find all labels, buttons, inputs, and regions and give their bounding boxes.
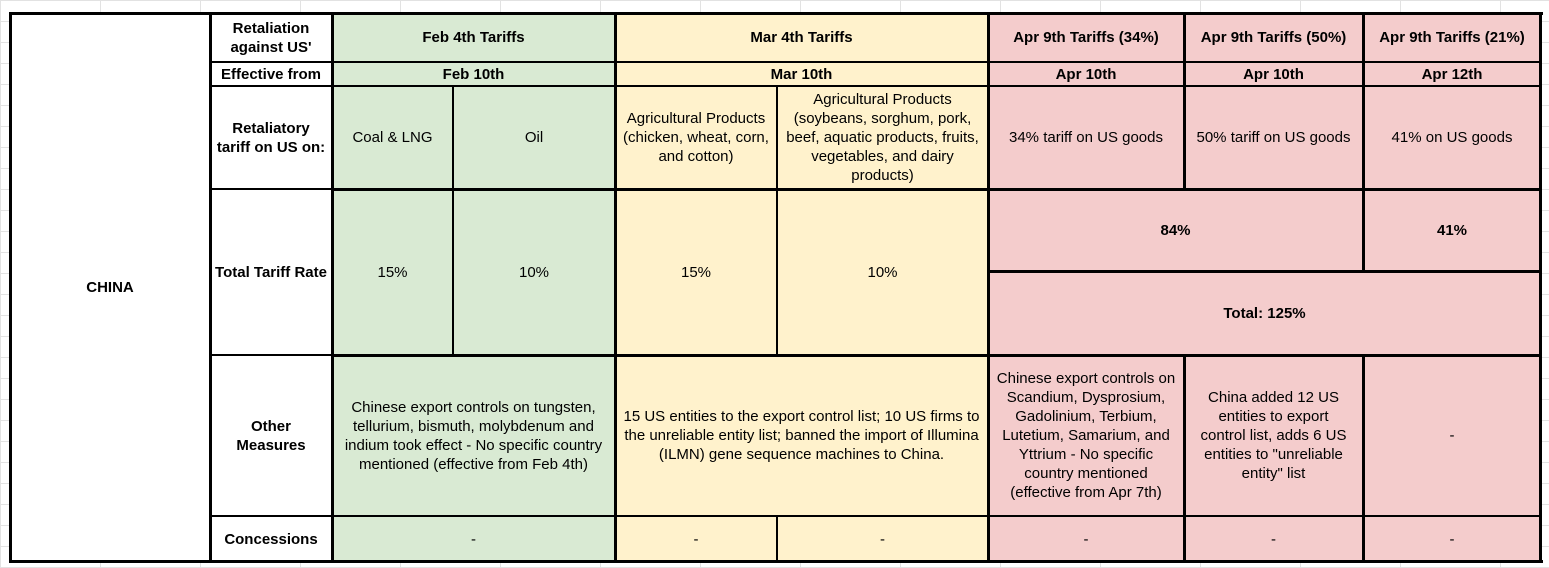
feb-rate: 15% bbox=[332, 189, 453, 355]
thick-border bbox=[1183, 12, 1186, 190]
label-total-rate: Total Tariff Rate bbox=[210, 189, 332, 355]
apr21-rate: 41% bbox=[1363, 189, 1541, 271]
feb-effective: Feb 10th bbox=[332, 62, 615, 86]
apr-combined-rate: 84% bbox=[988, 189, 1363, 271]
thick-border bbox=[1539, 12, 1542, 563]
label-concessions: Concessions bbox=[210, 516, 332, 562]
apr21-title: Apr 9th Tariffs (21%) bbox=[1363, 13, 1541, 62]
mar-item: Agricultural Products (chicken, wheat, c… bbox=[615, 86, 777, 189]
country-cell: CHINA bbox=[10, 13, 210, 562]
mar-concession: - bbox=[777, 516, 988, 562]
thick-border bbox=[987, 270, 1542, 273]
feb-item: Oil bbox=[453, 86, 615, 189]
mar-effective: Mar 10th bbox=[615, 62, 988, 86]
feb-rate: 10% bbox=[453, 189, 615, 355]
mar-title: Mar 4th Tariffs bbox=[615, 13, 988, 62]
thick-border bbox=[9, 560, 1543, 563]
label-retaliation: Retaliation against US' bbox=[210, 13, 332, 62]
mar-rate: 15% bbox=[615, 189, 777, 355]
apr21-concession: - bbox=[1363, 516, 1541, 562]
apr50-effective: Apr 10th bbox=[1184, 62, 1363, 86]
apr34-other: Chinese export controls on Scandium, Dys… bbox=[988, 355, 1184, 516]
apr34-title: Apr 9th Tariffs (34%) bbox=[988, 13, 1184, 62]
label-other: Other Measures bbox=[210, 355, 332, 516]
mar-other: 15 US entities to the export control lis… bbox=[615, 355, 988, 516]
thick-border bbox=[987, 12, 990, 563]
apr21-effective: Apr 12th bbox=[1363, 62, 1541, 86]
thick-border bbox=[209, 12, 212, 563]
apr34-concession: - bbox=[988, 516, 1184, 562]
thick-border bbox=[9, 12, 12, 563]
apr50-item: 50% tariff on US goods bbox=[1184, 86, 1363, 189]
apr50-title: Apr 9th Tariffs (50%) bbox=[1184, 13, 1363, 62]
thick-border bbox=[1183, 354, 1186, 562]
feb-title: Feb 4th Tariffs bbox=[332, 13, 615, 62]
label-effective: Effective from bbox=[210, 62, 332, 86]
label-tariff-on: Retaliatory tariff on US on: bbox=[210, 86, 332, 189]
thick-border bbox=[331, 12, 334, 563]
mar-concession: - bbox=[615, 516, 777, 562]
apr50-other: China added 12 US entities to export con… bbox=[1184, 355, 1363, 516]
thick-border bbox=[1362, 354, 1365, 562]
apr34-item: 34% tariff on US goods bbox=[988, 86, 1184, 189]
thick-border bbox=[331, 354, 1542, 357]
mar-item: Agricultural Products (soybeans, sorghum… bbox=[777, 86, 988, 189]
apr34-effective: Apr 10th bbox=[988, 62, 1184, 86]
total-rate: Total: 125% bbox=[988, 271, 1541, 355]
apr21-other: - bbox=[1363, 355, 1541, 516]
feb-item: Coal & LNG bbox=[332, 86, 453, 189]
apr21-item: 41% on US goods bbox=[1363, 86, 1541, 189]
feb-other: Chinese export controls on tungsten, tel… bbox=[332, 355, 615, 516]
thick-border bbox=[331, 188, 1542, 191]
mar-rate: 10% bbox=[777, 189, 988, 355]
feb-concession: - bbox=[332, 516, 615, 562]
thick-border bbox=[1362, 12, 1365, 272]
thick-border bbox=[9, 12, 1543, 15]
thick-border bbox=[614, 12, 617, 563]
apr50-concession: - bbox=[1184, 516, 1363, 562]
